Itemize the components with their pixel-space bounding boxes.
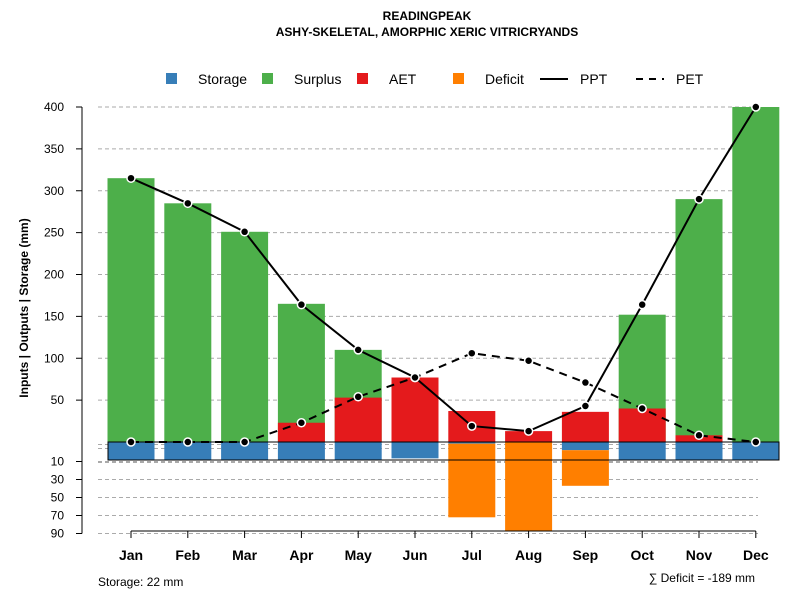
x-tick-label: Nov bbox=[686, 547, 713, 563]
pet-point bbox=[637, 403, 647, 414]
aet-bar bbox=[505, 431, 553, 442]
surplus-bar bbox=[732, 107, 780, 442]
ppt-point bbox=[751, 102, 761, 112]
legend-swatch bbox=[166, 73, 177, 84]
bars bbox=[107, 107, 780, 531]
legend-label: Deficit bbox=[485, 71, 524, 87]
x-tick-label: Apr bbox=[289, 547, 314, 563]
pet-point bbox=[751, 437, 761, 447]
ppt-point bbox=[296, 299, 307, 310]
chart-subtitle: ASHY-SKELETAL, AMORPHIC XERIC VITRICRYAN… bbox=[276, 25, 578, 39]
x-tick-label: Dec bbox=[743, 547, 769, 563]
surplus-bar bbox=[107, 178, 155, 442]
deficit-bar bbox=[561, 450, 609, 486]
storage-bar bbox=[732, 442, 780, 460]
storage-bar bbox=[107, 442, 155, 460]
x-tick-label: Aug bbox=[515, 547, 542, 563]
ppt-point bbox=[637, 299, 647, 310]
storage-band-outline bbox=[107, 441, 780, 461]
legend-label: AET bbox=[389, 71, 417, 87]
pet-point bbox=[580, 377, 591, 388]
deficit-note: ∑ Deficit = -189 mm bbox=[649, 571, 755, 585]
x-tick-label: Jun bbox=[403, 547, 428, 563]
legend-label: Surplus bbox=[294, 71, 341, 87]
x-tick-label: Oct bbox=[631, 547, 655, 563]
deficit-bar bbox=[448, 443, 496, 518]
y-tick-label: 400 bbox=[44, 100, 64, 114]
pet-line bbox=[131, 352, 756, 443]
legend-label: Storage bbox=[198, 71, 247, 87]
x-tick-label: Feb bbox=[175, 547, 200, 563]
pet-point bbox=[183, 437, 193, 447]
storage-bar bbox=[618, 442, 666, 460]
y-tick-label: 150 bbox=[44, 309, 64, 323]
ppt-point bbox=[580, 401, 591, 411]
x-tick-label: May bbox=[345, 547, 372, 563]
ppt-point bbox=[467, 421, 477, 431]
storage-bar bbox=[334, 442, 382, 460]
y-tick-label: 200 bbox=[44, 268, 64, 282]
legend-swatch bbox=[357, 73, 368, 84]
y-tick-label: 10 bbox=[51, 455, 65, 469]
deficit-bar bbox=[505, 442, 553, 531]
ppt-point bbox=[353, 345, 363, 355]
ppt-point bbox=[239, 227, 250, 237]
ppt-point bbox=[183, 198, 193, 209]
y-tick-label: 50 bbox=[51, 393, 65, 407]
y-tick-label: 50 bbox=[51, 491, 65, 505]
y-tick-label: 90 bbox=[51, 527, 65, 541]
aet-bar bbox=[618, 408, 666, 442]
aet-bar bbox=[334, 397, 382, 442]
ppt-point bbox=[523, 426, 534, 436]
pet-point bbox=[239, 437, 250, 447]
storage-bar bbox=[164, 442, 212, 460]
y-tick-label: 300 bbox=[44, 184, 64, 198]
storage-bar bbox=[277, 442, 325, 460]
y-tick-label: 250 bbox=[44, 226, 64, 240]
pet-point bbox=[523, 356, 534, 366]
pet-point bbox=[467, 348, 477, 358]
storage-bar bbox=[391, 442, 439, 459]
pet-point bbox=[296, 417, 307, 428]
storage-bar bbox=[561, 442, 609, 451]
aet-bar bbox=[391, 377, 439, 442]
pet-point bbox=[126, 437, 136, 447]
y-axis-label: Inputs | Outputs | Storage (mm) bbox=[17, 218, 31, 397]
x-tick-label: Mar bbox=[232, 547, 257, 563]
x-tick-label: Jan bbox=[119, 547, 143, 563]
storage-note: Storage: 22 mm bbox=[98, 575, 183, 589]
surplus-bar bbox=[675, 199, 723, 442]
legend-label: PET bbox=[676, 71, 704, 87]
chart-title: READINGPEAK bbox=[383, 9, 472, 23]
legend-label: PPT bbox=[580, 71, 608, 87]
ppt-point bbox=[126, 173, 136, 183]
x-tick-label: Jul bbox=[462, 547, 482, 563]
y-tick-label: 100 bbox=[44, 351, 64, 365]
y-tick-label: 70 bbox=[51, 509, 65, 523]
pet-point bbox=[694, 430, 704, 441]
y-tick-label: 350 bbox=[44, 142, 64, 156]
y-tick-label: 30 bbox=[51, 473, 65, 487]
ppt-point bbox=[410, 372, 420, 383]
aet-bar bbox=[561, 411, 609, 442]
storage-bar bbox=[448, 442, 496, 444]
legend-swatch bbox=[262, 73, 273, 84]
legend: Storage Surplus AET Deficit PPT PET bbox=[166, 71, 704, 87]
ppt-line bbox=[130, 106, 757, 433]
x-tick-label: Sep bbox=[573, 547, 599, 563]
pet-point bbox=[353, 392, 363, 402]
surplus-bar bbox=[164, 203, 212, 442]
storage-bar bbox=[221, 442, 269, 460]
storage-bar bbox=[675, 442, 723, 460]
axes: 50 100 150 200 250 300 350 400 10 30 50 70 90 Jan Feb M… bbox=[44, 100, 769, 563]
ppt-point bbox=[694, 194, 704, 204]
surplus-bar bbox=[221, 231, 269, 442]
legend-swatch bbox=[453, 73, 464, 84]
lines bbox=[126, 102, 761, 447]
